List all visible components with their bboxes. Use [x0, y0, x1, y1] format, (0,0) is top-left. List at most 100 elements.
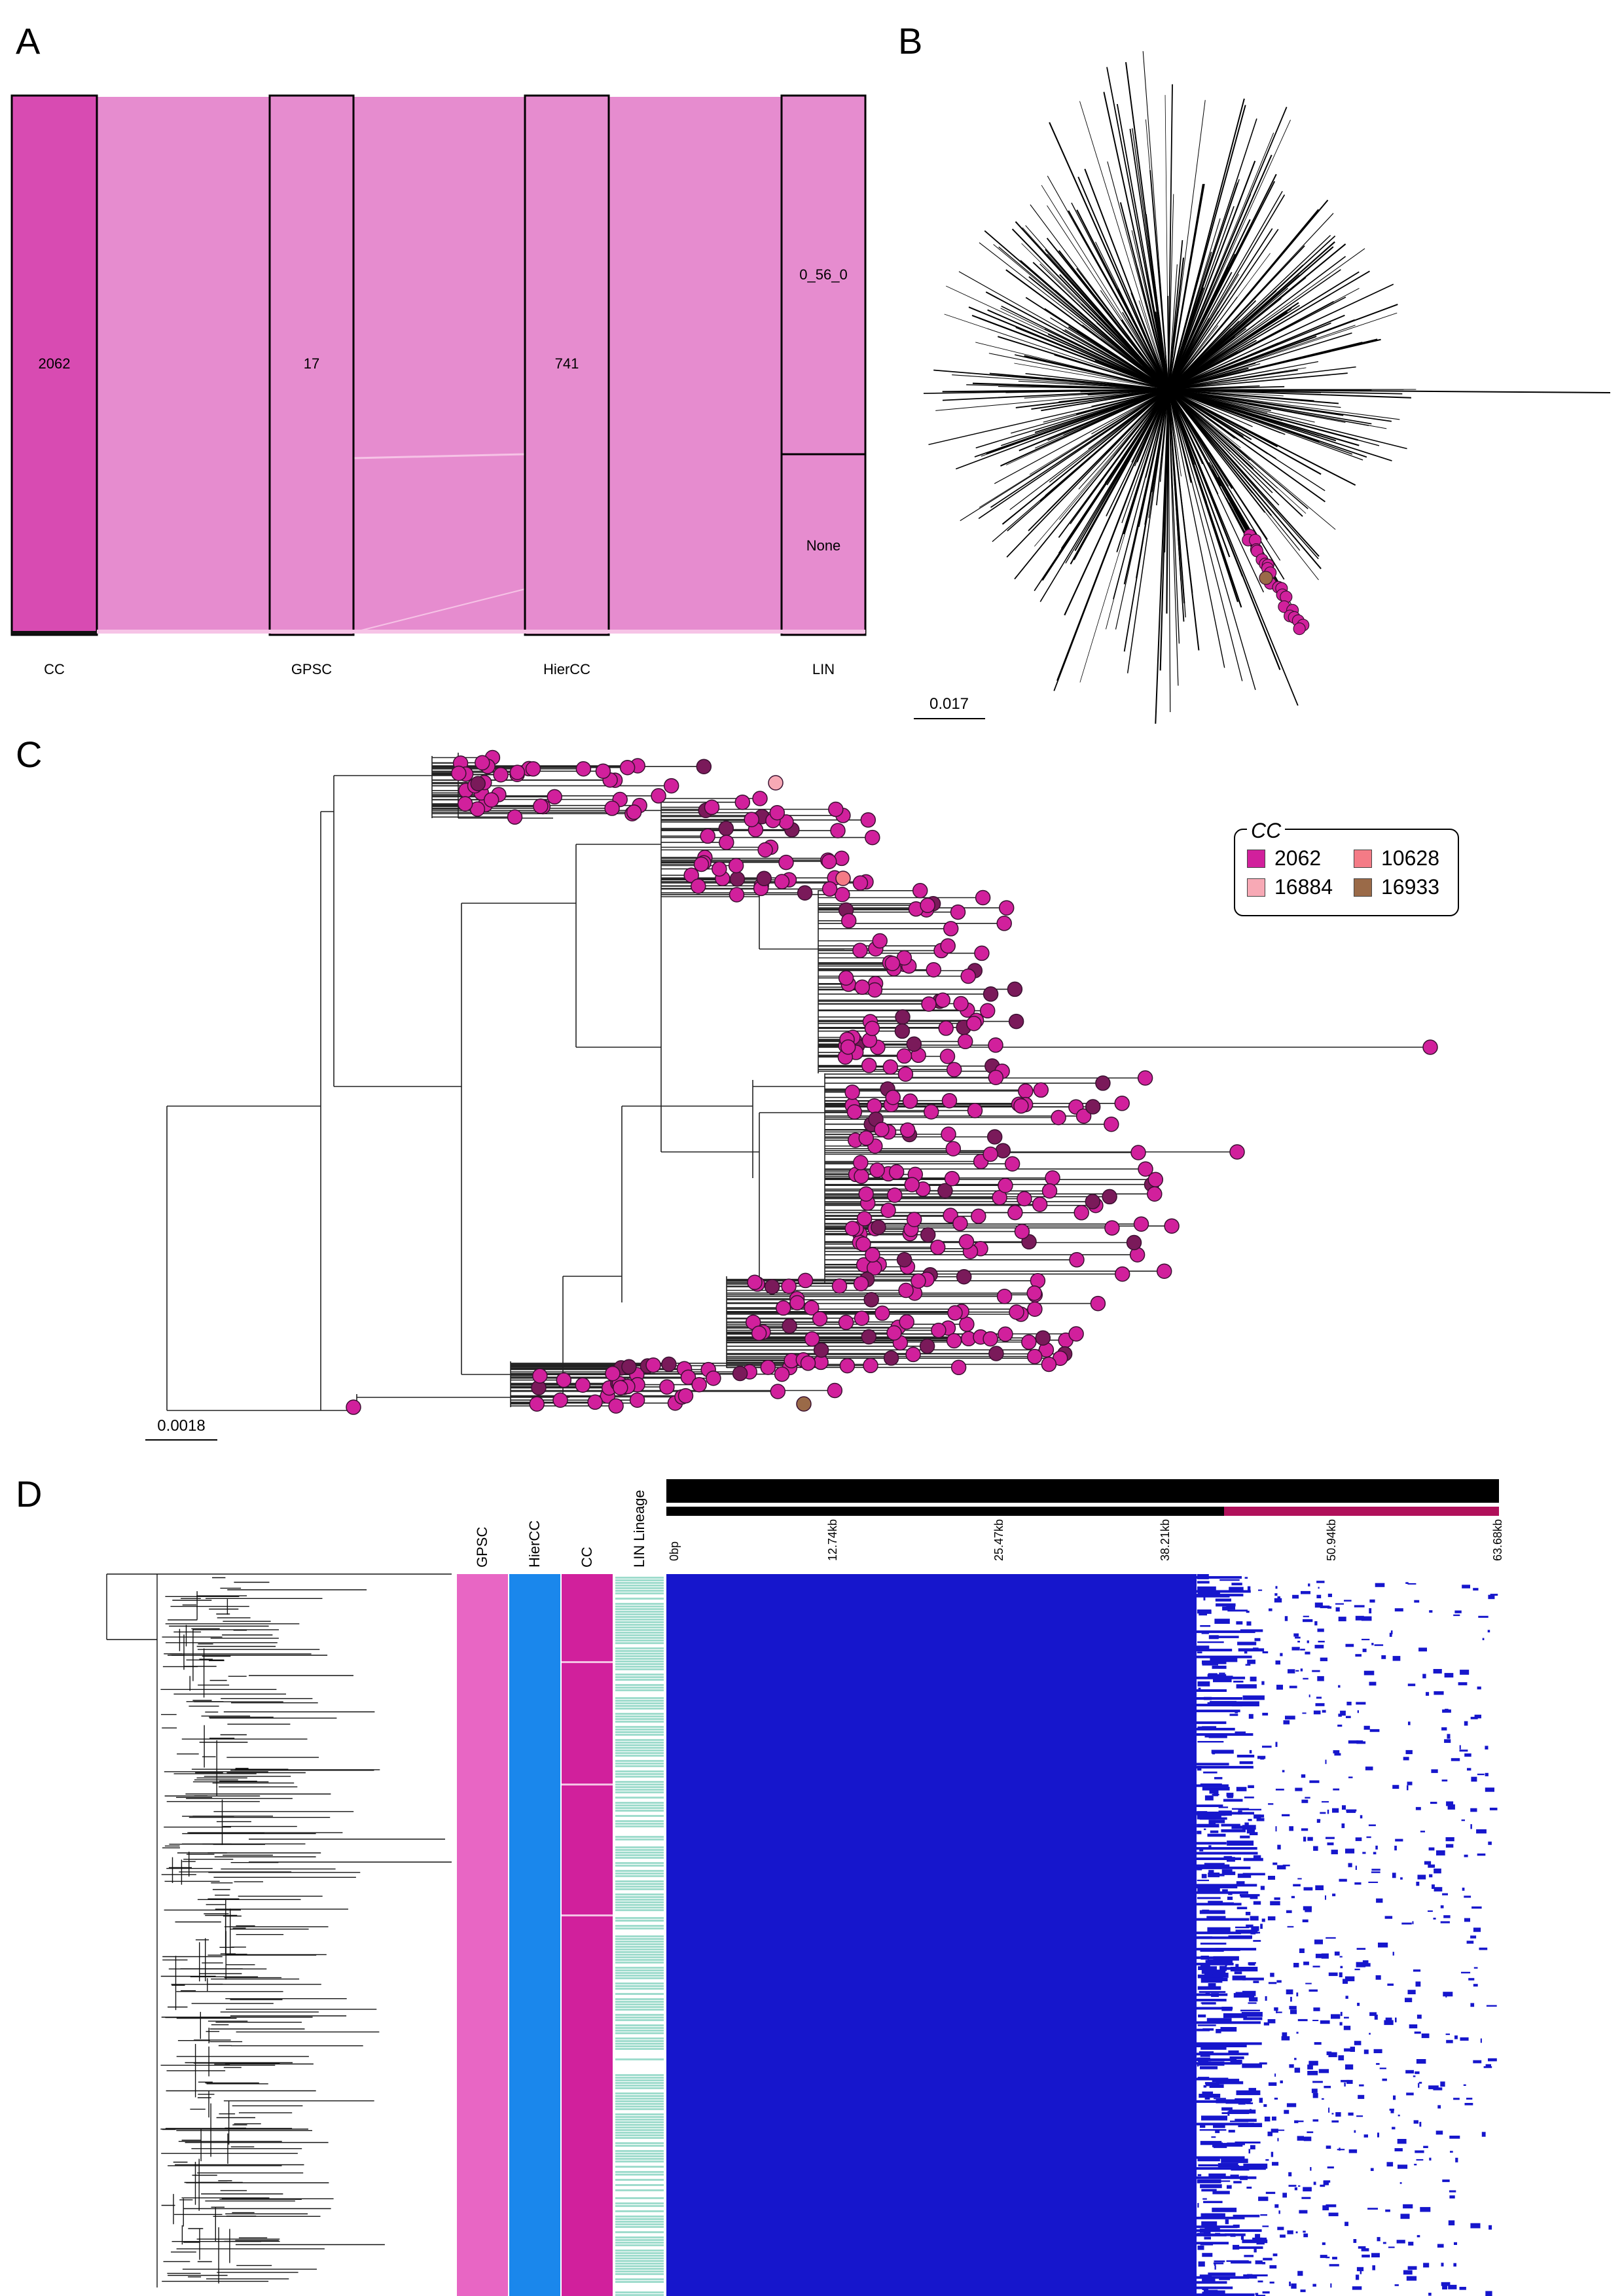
coverage-segment — [1470, 2223, 1481, 2229]
tree-c-tip — [950, 904, 966, 920]
coverage-segment — [1420, 1831, 1425, 1833]
tree-b-branch — [1076, 389, 1169, 416]
lin-row — [615, 1734, 664, 1736]
tree-b-branch — [1005, 269, 1169, 390]
lin-row — [615, 1875, 664, 1877]
lin-row — [615, 2001, 664, 2003]
tree-b-tip — [1284, 609, 1297, 622]
lin-row — [615, 1954, 664, 1956]
coverage-segment — [1249, 1832, 1258, 1835]
tree-b-branch — [1062, 379, 1169, 390]
coverage-segment — [1290, 2009, 1297, 2015]
tree-b-branch — [1168, 300, 1257, 390]
tree-b-branch — [1064, 389, 1169, 433]
tree-b-branch — [1142, 51, 1169, 390]
coverage-segment — [1225, 2233, 1236, 2236]
coverage-segment — [1199, 2061, 1225, 2066]
tree-c-tip — [912, 883, 928, 899]
coverage-segment — [1208, 1635, 1219, 1640]
coverage-segment — [1300, 2289, 1306, 2293]
coverage-segment — [1320, 2020, 1330, 2024]
coverage-segment — [1204, 1828, 1206, 1831]
coverage-segment — [1276, 1980, 1282, 1983]
coverage-segment — [1470, 1935, 1477, 1939]
coverage-segment — [1204, 2226, 1220, 2232]
coverage-segment — [1311, 2089, 1318, 2093]
coverage-segment — [1428, 2085, 1439, 2090]
lin-row — [615, 2223, 664, 2225]
tree-c-tip — [858, 874, 874, 890]
coverage-segment — [1274, 1598, 1282, 1603]
coverage-segment — [1272, 2253, 1278, 2257]
coverage-segment — [1246, 1621, 1252, 1626]
lin-background — [614, 1574, 665, 2296]
coverage-segment — [1238, 1810, 1242, 1815]
lin-row — [615, 2032, 664, 2034]
coverage-segment — [1358, 2246, 1366, 2249]
coverage-segment — [1405, 2070, 1414, 2073]
coverage-segment — [1293, 1633, 1299, 1637]
tree-c-tip — [1008, 1013, 1024, 1030]
tree-b-branch — [1116, 103, 1169, 390]
tree-c-tip — [886, 961, 902, 977]
tree-b-branch — [1081, 304, 1169, 390]
lin-row — [615, 2252, 664, 2254]
tree-b-branch — [960, 389, 1169, 522]
tree-c-tip — [853, 1155, 869, 1171]
tree-b-branch — [1007, 389, 1169, 531]
coverage-segment — [1235, 1926, 1250, 1929]
lin-row — [615, 1773, 664, 1775]
coverage-core-block — [666, 1574, 1197, 2296]
coverage-segment — [1390, 2109, 1394, 2113]
coverage-segment — [1375, 1583, 1385, 1587]
tree-b-branch — [966, 384, 1169, 390]
coverage-segment — [1335, 1603, 1344, 1605]
tree-b-branch — [1110, 389, 1169, 450]
legend-item-16884: 16884 — [1247, 875, 1333, 899]
tree-b-tip — [1275, 582, 1288, 595]
tree-b-branch — [1168, 160, 1256, 390]
tree-b-branch — [1104, 389, 1169, 483]
tree-c-tip — [1035, 1330, 1051, 1346]
tree-c-tip — [346, 1399, 361, 1415]
tree-c-branch — [759, 1112, 857, 1283]
coverage-segment — [1373, 1852, 1377, 1855]
coverage-segment — [1213, 1793, 1218, 1797]
tree-c-tip — [866, 1260, 882, 1276]
coverage-segment — [1204, 2213, 1223, 2215]
tree-b-branch — [974, 389, 1169, 457]
coverage-segment — [1229, 2157, 1242, 2162]
lin-row — [615, 2270, 664, 2272]
coverage-segment — [1197, 1575, 1202, 1579]
coverage-segment — [1267, 2131, 1272, 2136]
tree-c-tip — [865, 829, 880, 846]
tree-c-tip — [925, 895, 941, 912]
tree-b-branch — [1168, 389, 1182, 476]
tree-b-branch — [1168, 389, 1272, 516]
coverage-segment — [1317, 1628, 1324, 1632]
coverage-segment — [1357, 2003, 1360, 2006]
coverage-segment — [1243, 2163, 1268, 2169]
coverage-segment — [1334, 1753, 1341, 1756]
coverage-segment — [1216, 1658, 1227, 1660]
coverage-segment — [1197, 1847, 1257, 1850]
coverage-segment — [1247, 1586, 1251, 1592]
tree-b-branch — [1168, 389, 1387, 429]
col-head-gpsc: GPSC — [474, 1526, 490, 1568]
tree-c-tip — [929, 1239, 946, 1255]
coverage-segment — [1295, 1787, 1303, 1791]
coverage-segment — [1211, 1676, 1233, 1678]
lin-row — [615, 1640, 664, 1641]
tree-c-tip — [828, 801, 844, 817]
tree-c-tip — [944, 1170, 960, 1187]
coverage-segment — [1255, 2260, 1263, 2265]
tree-b-branch — [1168, 389, 1250, 461]
coverage-segment — [1382, 2242, 1386, 2244]
coverage-segment — [1257, 1755, 1266, 1759]
tree-c-tip — [988, 1037, 1003, 1053]
tree-b-branch — [1106, 389, 1169, 630]
lin-row — [615, 1655, 664, 1657]
lin-row — [615, 2268, 664, 2270]
coverage-segment — [1328, 2108, 1330, 2113]
tree-b-branch — [1151, 389, 1169, 492]
